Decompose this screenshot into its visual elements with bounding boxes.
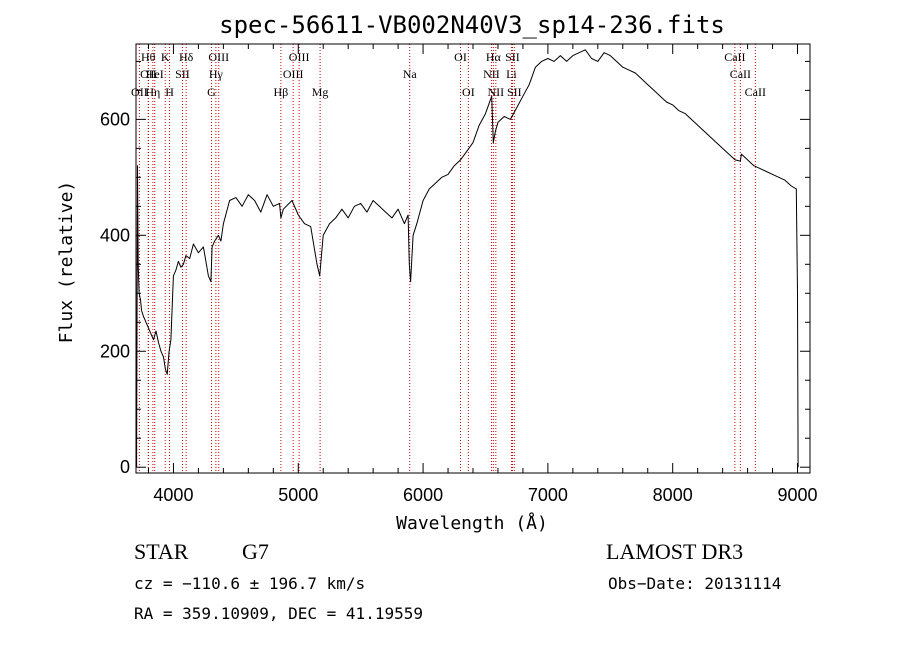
line-label-16: Na [403,67,418,81]
line-label-26: CaII [730,67,751,81]
x-axis-label: Wavelength (Å) [396,512,548,534]
line-label-20: Hα [486,50,502,64]
line-label-11: G [207,85,216,99]
x-tick-label-4: 8000 [653,485,693,505]
line-label-17: OI [454,50,467,64]
redshift-value: cz = −110.6 ± 196.7 km/s [134,574,365,593]
line-label-5: K [161,50,170,64]
y-tick-label-3: 600 [100,109,130,129]
flux-series-line [136,49,799,468]
line-label-0: OII [131,85,148,99]
coordinates: RA = 359.10909, DEC = 41.19559 [134,604,423,623]
line-label-7: SII [175,67,190,81]
line-label-3: HeI [146,67,164,81]
spectral-subclass: G7 [242,539,269,564]
y-tick-label-0: 0 [120,457,130,477]
y-axis-label: Flux (relative) [56,181,77,344]
line-label-12: Hβ [274,85,289,99]
y-axis-ticks: 0 200 400 600 [100,60,810,477]
plot-frame [135,43,811,474]
x-tick-label-0: 4000 [153,485,193,505]
x-tick-label-3: 7000 [528,485,568,505]
x-tick-label-1: 5000 [278,485,318,505]
line-label-19: NII [483,67,500,81]
x-tick-label-2: 6000 [403,485,443,505]
line-label-18: OI [462,85,475,99]
chart-title: spec-56611-VB002N40V3_sp14-236.fits [219,11,725,39]
line-label-6: H [165,85,174,99]
line-label-24: SII [507,85,522,99]
line-label-21: NII [488,85,505,99]
line-label-15: Mg [312,85,329,99]
line-label-14: OIII [289,50,310,64]
y-tick-label-1: 200 [100,341,130,361]
line-label-25: CaII [724,50,745,64]
line-label-2: OII [140,67,157,81]
line-label-13: OIII [283,67,304,81]
line-label-10: Hγ [209,67,224,81]
y-tick-label-2: 400 [100,225,130,245]
x-axis-ticks: 4000 5000 6000 7000 8000 9000 [147,44,818,505]
line-label-9: OIII [208,50,229,64]
spectral-line-markers [138,44,756,473]
observation-date: Obs−Date: 20131114 [608,574,781,593]
line-label-1: Hθ [141,50,156,64]
line-label-4: Hη [145,85,160,99]
object-class: STAR [134,539,189,564]
survey-name: LAMOST DR3 [606,539,743,564]
line-label-23: Li [506,67,517,81]
line-label-27: CaII [745,85,766,99]
line-label-22: SII [505,50,520,64]
line-label-8: Hδ [179,50,194,64]
x-tick-label-5: 9000 [777,485,817,505]
